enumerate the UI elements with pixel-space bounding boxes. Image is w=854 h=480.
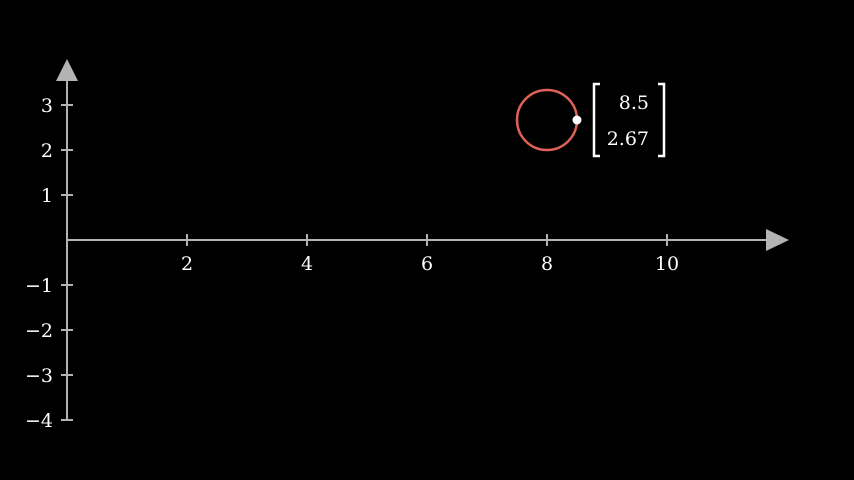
y-axis-arrowhead — [56, 59, 78, 81]
x-axis-arrowhead — [766, 229, 789, 251]
red-circle — [515, 88, 579, 152]
y-tick-label: 2 — [41, 140, 53, 162]
x-axis-ticks: 2 4 6 8 10 — [181, 234, 679, 275]
x-tick-label: 8 — [541, 253, 553, 275]
y-tick-label: −2 — [25, 320, 53, 342]
matrix-right-bracket — [658, 82, 666, 158]
axes: 2 4 6 8 10 3 2 1 −1 −2 −3 −4 — [25, 59, 789, 432]
y-tick-label: −1 — [25, 275, 53, 297]
y-tick-label: 3 — [41, 95, 53, 117]
x-tick-label: 6 — [421, 253, 433, 275]
shapes — [515, 88, 582, 152]
matrix-entry-x: 8.5 — [619, 92, 649, 114]
y-tick-label: −3 — [25, 365, 53, 387]
coordinate-matrix: 8.5 2.67 — [592, 82, 666, 158]
x-tick-label: 4 — [301, 253, 313, 275]
tracer-dot — [572, 115, 582, 125]
y-tick-label: 1 — [41, 185, 53, 207]
y-tick-label: −4 — [25, 410, 53, 432]
x-tick-label: 10 — [655, 253, 679, 275]
y-axis-ticks: 3 2 1 −1 −2 −3 −4 — [25, 95, 73, 432]
matrix-entry-y: 2.67 — [607, 128, 649, 150]
matrix-left-bracket — [592, 82, 600, 158]
x-tick-label: 2 — [181, 253, 193, 275]
